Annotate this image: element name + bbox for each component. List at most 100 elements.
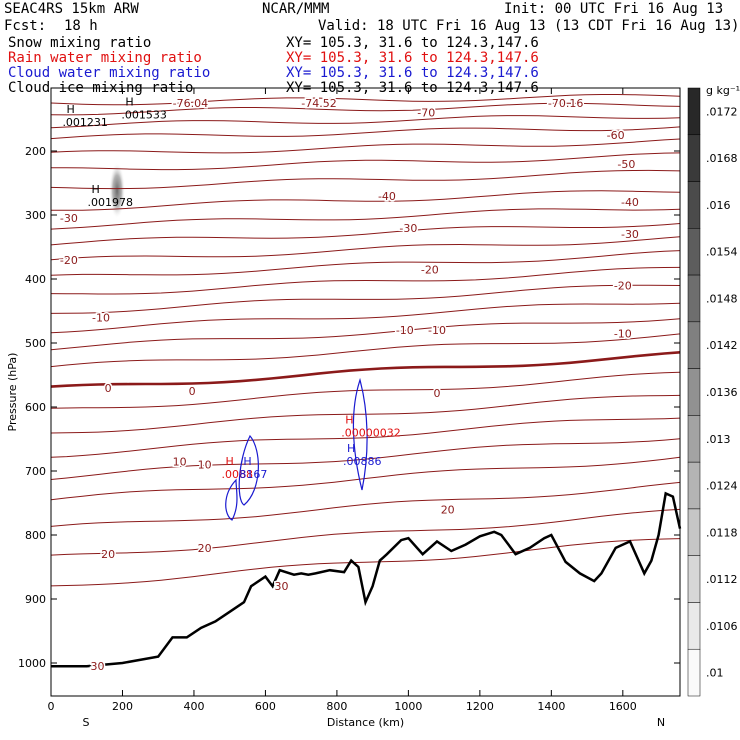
isotherm-line	[50, 169, 681, 190]
field-cloudwater-name: Cloud water mixing ratio	[8, 65, 211, 81]
isotherm-label: -60	[607, 129, 625, 142]
isotherm-line	[50, 438, 681, 480]
isotherm-label: -10	[614, 327, 632, 340]
isotherm-line	[50, 351, 681, 388]
isotherm-label: -70	[417, 107, 435, 120]
colorbar-segment	[687, 602, 701, 650]
colorbar-segment	[687, 461, 701, 510]
isotherm-label: -30	[399, 222, 417, 235]
y-axis-title: Pressure (hPa)	[6, 353, 19, 432]
isotherm-label: -20	[60, 254, 78, 267]
org-label: NCAR/MMM	[262, 1, 330, 17]
fcst-label: Fcst:	[4, 18, 47, 34]
maximum-value-label: .001978	[87, 196, 133, 209]
colorbar-segment	[687, 415, 701, 463]
x-tick-label: 1000	[394, 700, 422, 713]
x-end-label-south: S	[83, 716, 90, 729]
isotherm-line	[50, 138, 681, 154]
isotherm-label: -10	[396, 324, 414, 337]
isotherm-label: -50	[617, 158, 635, 171]
x-tick-label: 1600	[609, 700, 637, 713]
isotherm-line	[50, 284, 681, 314]
cloud-water-contour	[238, 434, 259, 506]
colorbar-segment	[687, 274, 701, 323]
y-tick-label: 1000	[18, 657, 46, 670]
isotherm-line	[50, 208, 681, 230]
colorbar-segment	[687, 321, 701, 369]
colorbar-unit: g kg⁻¹	[706, 84, 740, 97]
field-rain-xy: XY= 105.3, 31.6 to 124.3,147.6	[286, 50, 539, 66]
isotherm-line	[50, 266, 681, 295]
init-time: Init: 00 UTC Fri 16 Aug 13	[504, 1, 724, 17]
field-snow-name: Snow mixing ratio	[8, 35, 152, 51]
x-tick-label: 800	[326, 700, 347, 713]
maximum-marker: H	[66, 103, 74, 116]
isotherm-label: -30	[621, 228, 639, 241]
colorbar-label: .01	[706, 667, 724, 680]
isotherm-line	[50, 236, 681, 261]
maximum-value-label: .00886	[343, 455, 382, 468]
colorbar-segment	[687, 134, 701, 182]
colorbar-segment	[687, 508, 701, 556]
field-snow-xy: XY= 105.3, 31.6 to 124.3,147.6	[286, 35, 539, 51]
colorbar-segment	[687, 368, 701, 416]
plot-frame	[50, 87, 681, 697]
colorbar-segment	[687, 555, 701, 603]
isotherm-line	[50, 508, 681, 556]
colorbar-label: .0118	[706, 526, 738, 539]
isotherm-line	[50, 318, 681, 351]
isotherm-line	[51, 190, 681, 211]
colorbar-label: .013	[706, 433, 731, 446]
y-tick-label: 800	[25, 529, 46, 542]
cloud-water-contour	[352, 377, 368, 491]
colorbar-label: .0168	[706, 152, 738, 165]
isotherm-label: -10	[92, 311, 110, 324]
y-tick-label: 900	[25, 593, 46, 606]
isotherm-label: 20	[441, 503, 455, 516]
isotherm-line	[50, 417, 681, 458]
isotherm-line	[51, 152, 681, 171]
field-rain-name: Rain water mixing ratio	[8, 50, 202, 66]
colorbar-label: .016	[706, 199, 731, 212]
isotherm-line	[50, 538, 681, 587]
valid-time: Valid: 18 UTC Fri 16 Aug 13 (13 CDT Fri …	[318, 18, 740, 34]
isotherm-line	[50, 94, 681, 106]
isotherm-line	[50, 456, 681, 501]
colorbar-label: .0142	[706, 339, 738, 352]
isotherm-line	[50, 302, 681, 334]
x-end-label-north: N	[657, 716, 665, 729]
field-cloudwater-xy: XY= 105.3, 31.6 to 124.3,147.6	[286, 65, 539, 81]
x-tick-label: 1200	[466, 700, 494, 713]
y-tick-label: 600	[25, 401, 46, 414]
colorbar-label: .0124	[706, 480, 738, 493]
y-tick-label: 700	[25, 465, 46, 478]
isotherm-label: 10	[173, 455, 187, 468]
maximum-marker: H	[243, 455, 251, 468]
y-tick-label: 300	[25, 209, 46, 222]
x-tick-label: 1400	[537, 700, 565, 713]
colorbar-label: .0148	[706, 292, 738, 305]
fcst-value: 18 h	[64, 18, 98, 34]
colorbar-segment	[687, 181, 701, 229]
isotherm-line	[50, 481, 681, 527]
isotherm-label: -40	[378, 190, 396, 203]
isotherm-label: 0	[433, 387, 440, 400]
maximum-marker: H	[345, 413, 353, 426]
isotherm-label: 0	[105, 382, 112, 395]
isotherm-label: -76.04	[173, 97, 208, 110]
colorbar-segment	[687, 87, 701, 136]
maximum-marker: H	[91, 183, 99, 196]
isotherm-label: -10	[428, 324, 446, 337]
y-tick-label: 400	[25, 273, 46, 286]
isotherm-label: 10	[198, 459, 212, 472]
maximum-value-label: .0088	[221, 468, 253, 481]
maximum-value-label: .001533	[121, 108, 166, 121]
isotherm-line	[50, 333, 681, 368]
terrain-profile-line	[51, 491, 682, 668]
isotherm-label: -30	[60, 212, 78, 225]
snow-mixing-ratio-area	[109, 162, 126, 219]
x-axis-title: Distance (km)	[327, 716, 404, 729]
y-tick-label: 500	[25, 337, 46, 350]
isotherm-label: -74.52	[301, 97, 336, 110]
